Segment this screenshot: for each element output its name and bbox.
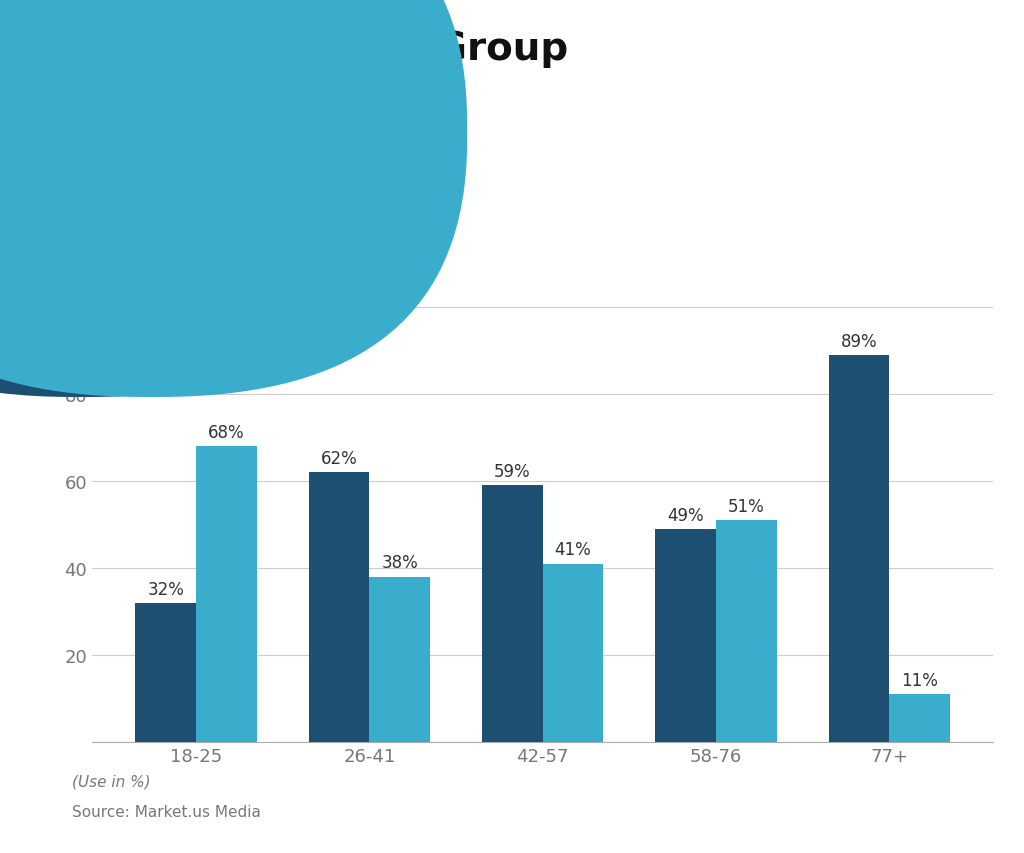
Text: 89%: 89% (841, 333, 878, 351)
Text: 49%: 49% (668, 506, 703, 524)
Text: 11%: 11% (901, 671, 938, 689)
Bar (482, 486, 543, 742)
Bar (135, 603, 197, 742)
Bar (716, 520, 776, 742)
Text: CBD Use by Age Group: CBD Use by Age Group (72, 30, 568, 67)
Bar (197, 447, 257, 742)
Text: Use by Age Group in Percentage: Use by Age Group in Percentage (72, 90, 365, 107)
Text: No: No (166, 123, 190, 142)
Bar (543, 564, 603, 742)
Text: 62%: 62% (321, 450, 357, 467)
Text: 38%: 38% (381, 554, 418, 572)
Text: 51%: 51% (728, 497, 765, 515)
Bar (309, 473, 370, 742)
Bar (370, 577, 430, 742)
Text: (Use in %): (Use in %) (72, 774, 151, 789)
Text: 41%: 41% (555, 541, 592, 559)
Text: 68%: 68% (208, 424, 245, 442)
Bar (655, 529, 716, 742)
Bar (828, 356, 889, 742)
Bar (889, 694, 950, 742)
Text: 32%: 32% (147, 580, 184, 598)
Text: Source: Market.us Media: Source: Market.us Media (72, 804, 260, 819)
Text: 59%: 59% (495, 462, 530, 480)
Text: Yes: Yes (96, 123, 125, 142)
